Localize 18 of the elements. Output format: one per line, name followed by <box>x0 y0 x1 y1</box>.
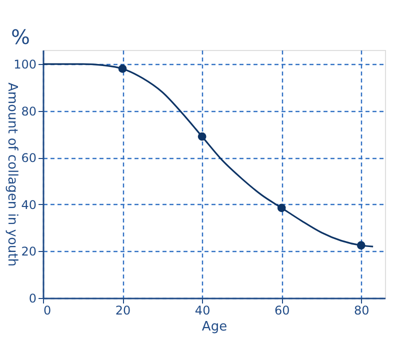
text: % <box>11 25 30 49</box>
point <box>356 241 366 250</box>
point <box>277 204 286 212</box>
y-tick-label: 20 <box>21 244 36 259</box>
x-tick-label: 0 <box>44 304 52 318</box>
y-tick-label: 100 <box>14 58 36 72</box>
x-tick-label: 60 <box>274 304 290 318</box>
y-tick-label: 0 <box>28 292 36 306</box>
point <box>198 132 206 141</box>
x-tick-label: 40 <box>194 304 210 318</box>
y-tick-label: 40 <box>21 198 36 212</box>
x-tick-label: 20 <box>115 304 131 318</box>
y-axis-title: Amount of collagen in youth <box>4 82 20 266</box>
y-tick-label: 60 <box>21 151 36 166</box>
x-axis-title: Age <box>202 320 228 334</box>
y-tick-label: 80 <box>21 104 36 118</box>
x-tick-label: 80 <box>354 304 370 318</box>
point <box>118 64 127 73</box>
